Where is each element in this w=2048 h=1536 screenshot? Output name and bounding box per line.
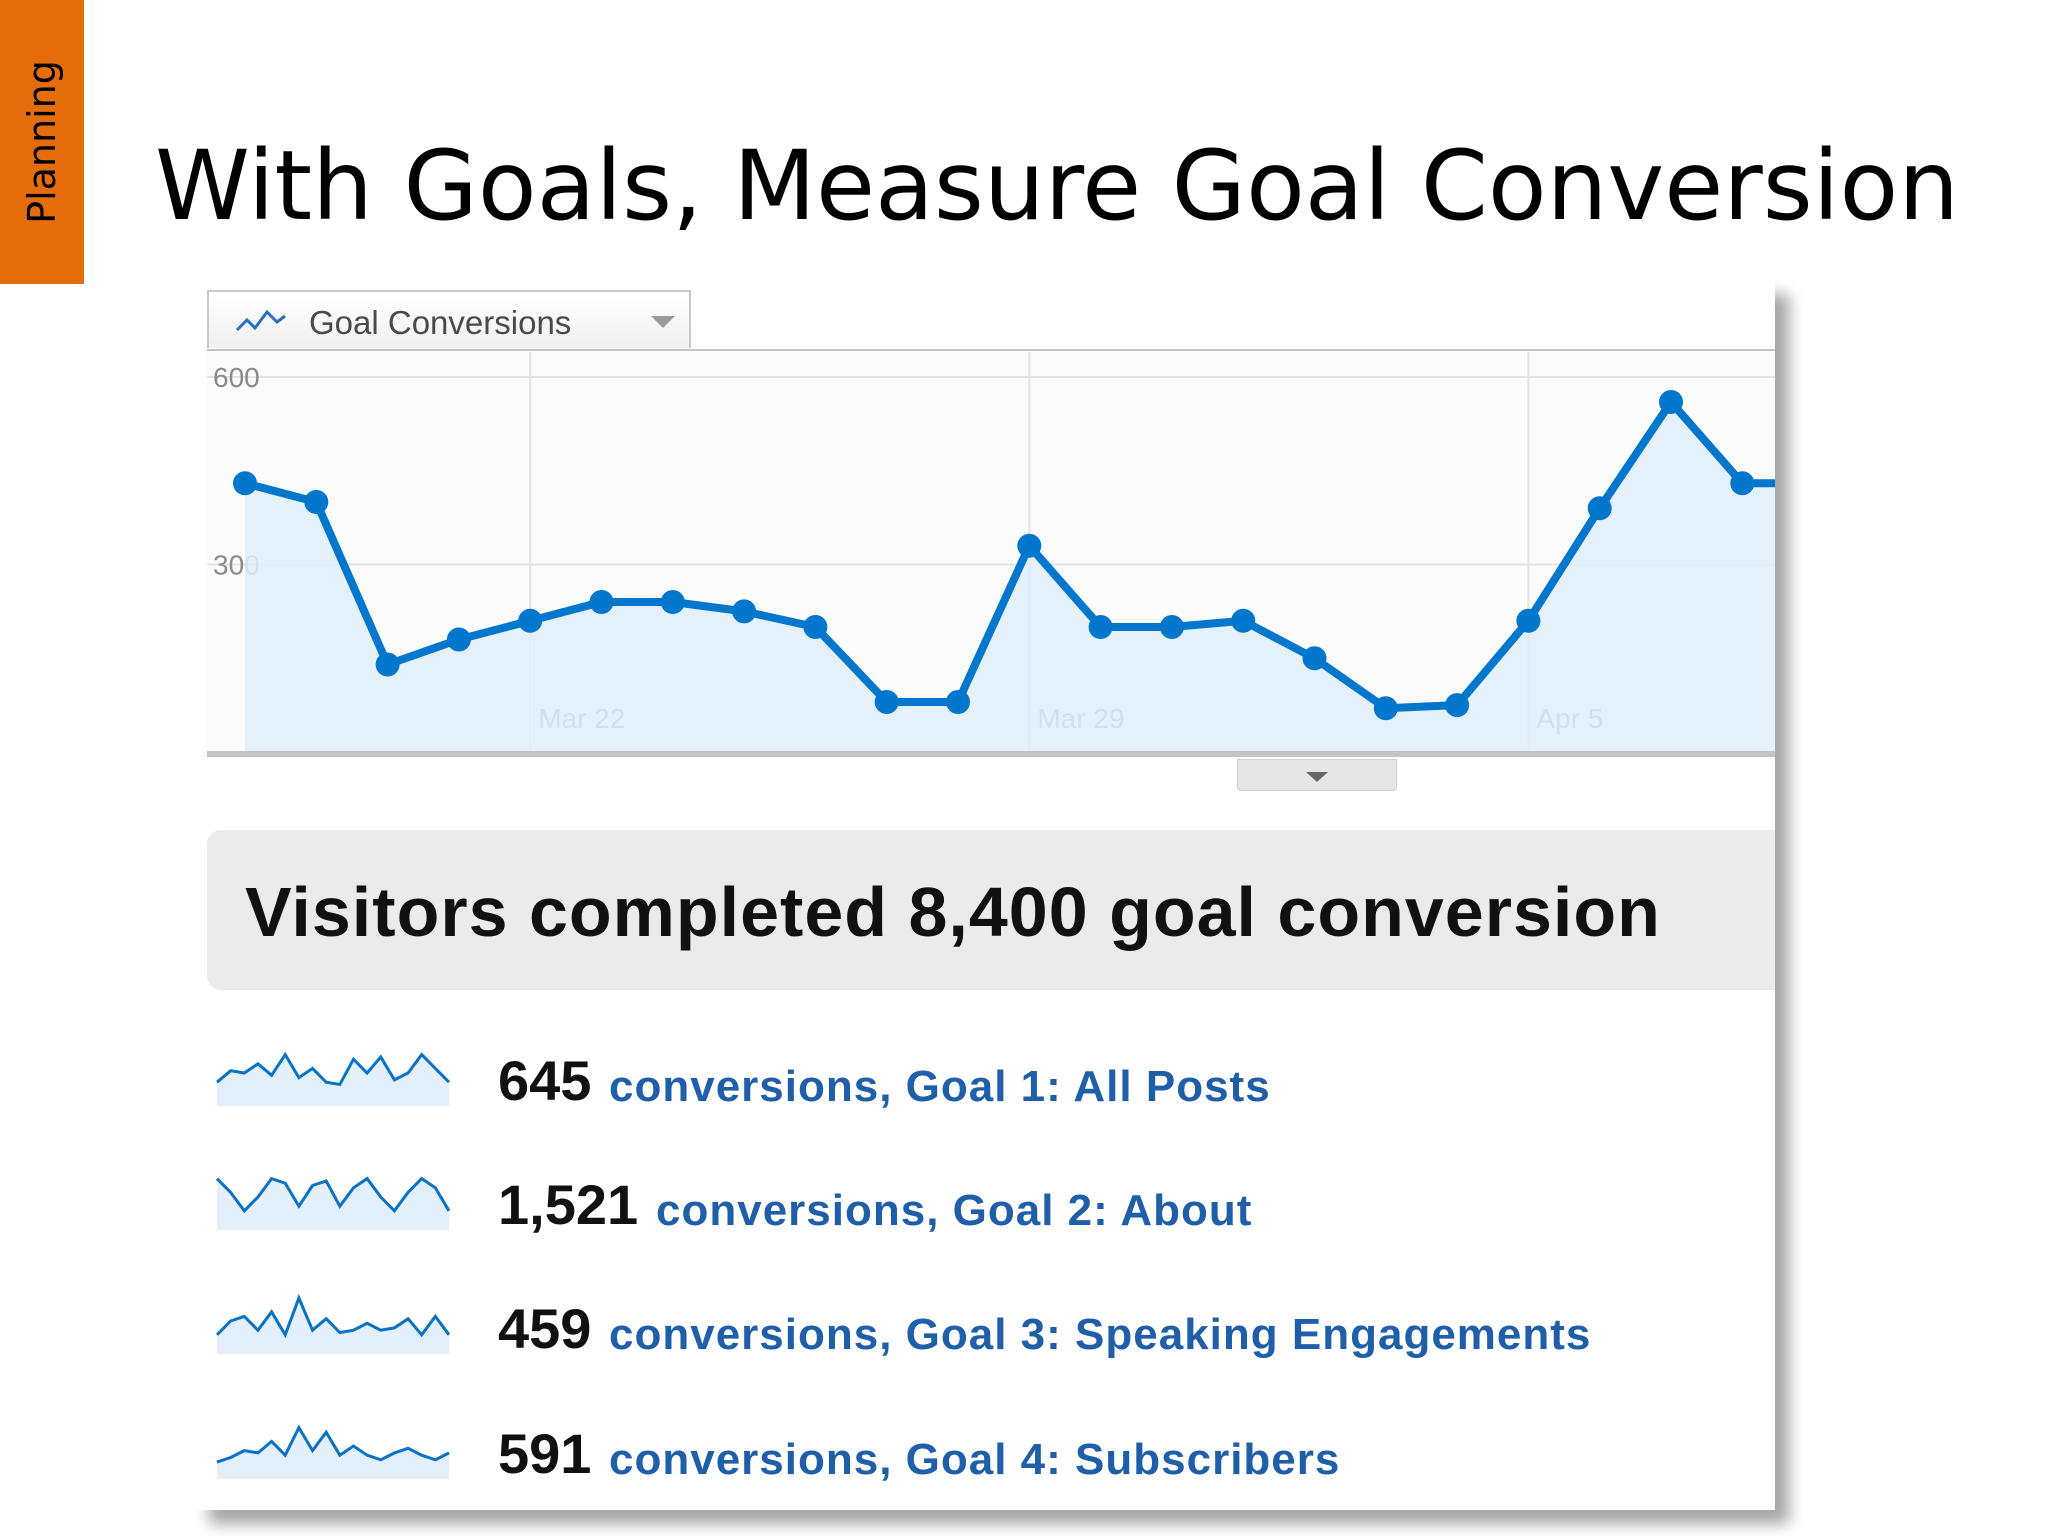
sparkline-line [215, 1293, 451, 1339]
goal-row: 591 conversions, Goal 4: Subscribers [195, 1413, 1775, 1503]
data-point [1445, 693, 1470, 718]
sparkline-area [217, 1054, 449, 1106]
data-point [1017, 533, 1042, 558]
goal-link[interactable]: conversions, Goal 4: Subscribers [609, 1435, 1341, 1484]
sparkline [215, 1176, 451, 1230]
data-point [946, 690, 970, 714]
data-point [660, 590, 685, 614]
dropdown-label: Goal Conversions [309, 304, 572, 341]
sparkline-line [215, 1176, 451, 1214]
data-point [1659, 390, 1683, 414]
data-point [375, 652, 400, 677]
data-point [446, 627, 471, 652]
data-point [1088, 615, 1113, 639]
data-point [1302, 646, 1327, 671]
goal-count: 591 [498, 1422, 592, 1485]
goal-link[interactable]: conversions, Goal 3: Speaking Engagement… [609, 1310, 1592, 1359]
goal-link[interactable]: conversions, Goal 1: All Posts [609, 1062, 1271, 1111]
data-point [1587, 496, 1612, 521]
goal-count: 645 [498, 1049, 592, 1112]
sparkline [216, 1424, 450, 1479]
data-point [1231, 608, 1256, 633]
data-point [233, 471, 257, 496]
data-point [589, 590, 614, 614]
data-point [1373, 696, 1398, 721]
slide-title: With Goals, Measure Goal Conversion [155, 130, 1960, 242]
sparkline [215, 1293, 451, 1354]
data-point [874, 690, 899, 714]
goal-row: 1,521 conversions, Goal 2: About [195, 1164, 1775, 1254]
collapse-chart-toggle[interactable] [1237, 759, 1397, 791]
section-tag: Planning [0, 0, 84, 284]
series-area [245, 402, 1775, 752]
goal-conversions-chart: 600300Mar 22Mar 29Apr 5 [207, 349, 1775, 757]
sparkline [216, 1051, 451, 1106]
y-tick-label: 600 [213, 362, 260, 393]
goal-count: 1,521 [498, 1173, 639, 1236]
goal-row: 459 conversions, Goal 3: Speaking Engagem… [195, 1288, 1775, 1378]
summary-box: Visitors completed 8,400 goal conversion [207, 830, 1775, 990]
data-point [1516, 608, 1541, 633]
sparkline-line [216, 1424, 450, 1464]
goal-conversions-dropdown[interactable]: Goal Conversions [207, 290, 691, 348]
data-point [518, 608, 543, 633]
line-chart-icon [235, 309, 286, 332]
goal-count: 459 [498, 1297, 592, 1360]
analytics-screenshot: Goal Conversions 600300Mar 22Mar 29Apr 5… [195, 280, 1775, 1510]
caret-down-icon [1306, 772, 1328, 782]
data-point [304, 490, 329, 514]
sparkline-area [217, 1178, 449, 1230]
summary-text: Visitors completed 8,400 goal conversion [245, 873, 1661, 951]
data-point [1159, 615, 1184, 639]
goal-row: 645 conversions, Goal 1: All Posts [195, 1040, 1775, 1130]
sparkline-area [217, 1427, 449, 1479]
data-point [732, 599, 757, 624]
section-tag-label: Planning [20, 60, 64, 224]
chevron-down-icon [651, 316, 675, 328]
data-point [1730, 471, 1755, 496]
sparkline-line [216, 1051, 451, 1087]
goal-link[interactable]: conversions, Goal 2: About [656, 1186, 1253, 1235]
data-point [803, 615, 828, 639]
